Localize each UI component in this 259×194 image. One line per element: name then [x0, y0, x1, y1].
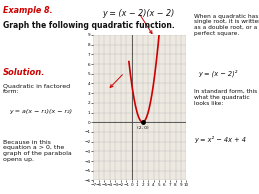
Text: y = (x − 2)²: y = (x − 2)² [198, 70, 238, 77]
Text: Because in this
equation a > 0, the
graph of the parabola
opens up.: Because in this equation a > 0, the grap… [3, 140, 71, 162]
Text: y = a(x − r₁)(x − r₂): y = a(x − r₁)(x − r₂) [9, 109, 73, 114]
Text: Solution.: Solution. [3, 68, 45, 77]
Text: y = x² − 4x + 4: y = x² − 4x + 4 [194, 136, 246, 143]
Text: In standard form, this is
what the quadratic
looks like:: In standard form, this is what the quadr… [194, 89, 259, 106]
Text: Quadratic in factored
form:: Quadratic in factored form: [3, 83, 70, 94]
Text: Graph the following quadratic function.: Graph the following quadratic function. [3, 21, 175, 30]
Text: (2, 0): (2, 0) [136, 126, 148, 130]
Text: y = (x − 2)(x − 2): y = (x − 2)(x − 2) [103, 9, 175, 18]
Text: When a quadratic has a
single root, it is written
as a double root, or a
perfect: When a quadratic has a single root, it i… [194, 14, 259, 36]
Text: Example 8.: Example 8. [3, 6, 52, 15]
